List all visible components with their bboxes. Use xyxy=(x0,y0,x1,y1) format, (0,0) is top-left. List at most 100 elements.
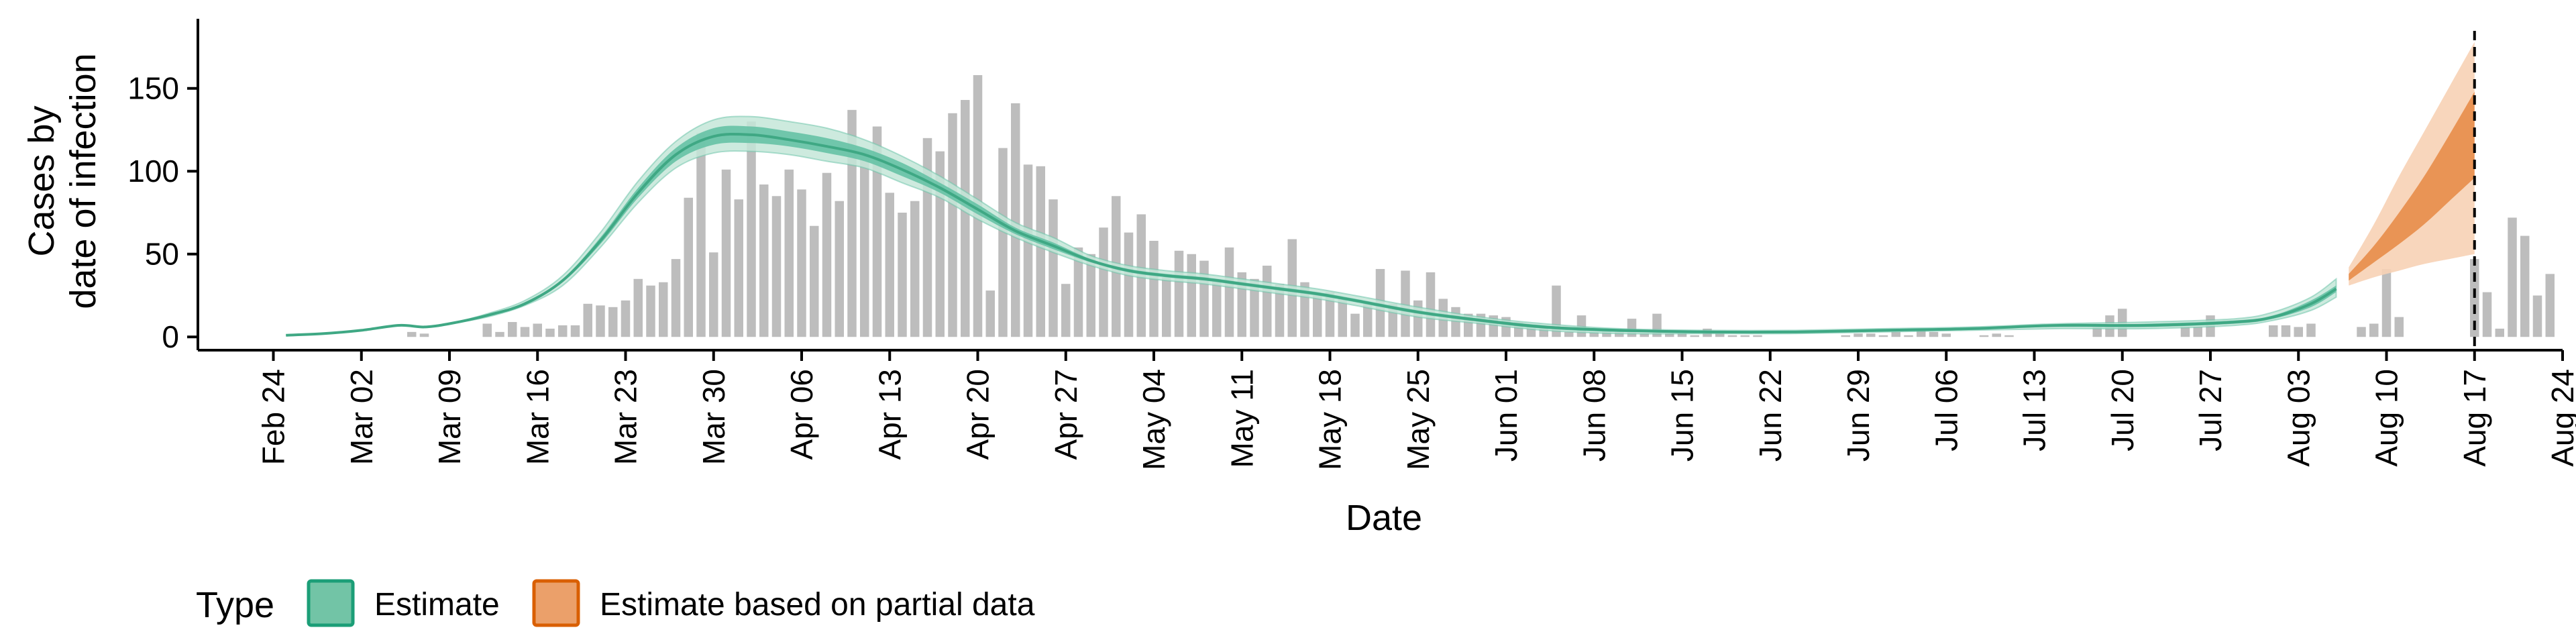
bar xyxy=(1690,335,1699,337)
x-tick-label: Aug 24 xyxy=(2545,369,2576,467)
bar xyxy=(508,322,517,337)
bar xyxy=(1589,331,1599,337)
bar xyxy=(822,172,832,337)
bar xyxy=(608,307,618,337)
estimate-inner-band xyxy=(286,125,2337,335)
bar xyxy=(1841,335,1850,337)
bar xyxy=(847,109,857,337)
bar xyxy=(1049,199,1058,337)
bar xyxy=(1338,299,1347,337)
bar xyxy=(1740,335,1750,337)
x-tick-label: May 18 xyxy=(1313,369,1348,470)
estimate-bands-layer xyxy=(286,42,2475,337)
x-tick-label: Mar 09 xyxy=(432,369,467,465)
bar xyxy=(558,325,568,337)
bar xyxy=(2394,317,2404,337)
bar xyxy=(1640,333,1649,337)
bar xyxy=(784,169,794,337)
bar xyxy=(1891,331,1900,337)
bar xyxy=(2520,235,2530,337)
bar xyxy=(1187,254,1196,337)
bar xyxy=(1426,272,1436,337)
bar xyxy=(759,184,769,337)
bar xyxy=(2180,327,2190,337)
x-tick-label: Mar 23 xyxy=(608,369,643,465)
x-axis-title: Date xyxy=(1346,498,1422,538)
bar xyxy=(1325,292,1335,337)
bar xyxy=(998,148,1008,337)
bar xyxy=(1992,333,2001,337)
bar xyxy=(898,212,907,337)
y-axis-title-line-1: Cases by xyxy=(21,105,62,256)
bar xyxy=(1941,333,1951,337)
legend-title: Type xyxy=(196,585,274,625)
bar xyxy=(1212,278,1222,337)
bar xyxy=(2545,274,2555,337)
bar xyxy=(1250,278,1259,337)
x-tick-label: Jul 20 xyxy=(2105,369,2140,451)
bar xyxy=(709,252,718,337)
bar xyxy=(2306,323,2316,337)
bar xyxy=(985,290,995,337)
bar xyxy=(2508,217,2517,337)
bar xyxy=(1979,335,1989,337)
bars-layer xyxy=(407,74,2555,337)
bar xyxy=(646,285,655,337)
legend-label-partial: Estimate based on partial data xyxy=(600,587,1035,623)
bar xyxy=(1363,303,1373,337)
bar xyxy=(1224,247,1234,337)
bar xyxy=(771,196,782,337)
bar xyxy=(671,259,681,337)
x-tick-label: Mar 02 xyxy=(344,369,379,465)
x-tick-label: Jun 01 xyxy=(1489,369,1523,462)
bar xyxy=(2482,292,2492,337)
bar xyxy=(2269,325,2278,337)
bar xyxy=(2294,327,2303,337)
bar xyxy=(1086,254,1095,337)
bar xyxy=(721,169,731,337)
bar xyxy=(1162,277,1171,337)
bar xyxy=(860,151,869,337)
x-tick-label: Jun 15 xyxy=(1665,369,1700,462)
estimate-outer-band xyxy=(286,115,2337,336)
x-tick-label: May 11 xyxy=(1224,369,1259,468)
bar xyxy=(1715,333,1725,337)
x-tick-label: Apr 27 xyxy=(1049,369,1083,460)
bar xyxy=(482,323,492,337)
bar xyxy=(1263,266,1272,337)
y-tick-label: 0 xyxy=(162,319,179,354)
bar xyxy=(419,333,429,337)
bar xyxy=(1275,284,1285,337)
x-tick-label: Jun 29 xyxy=(1841,369,1876,462)
bar xyxy=(583,303,592,337)
bar xyxy=(835,201,844,337)
y-tick-label: 50 xyxy=(145,237,179,272)
bar xyxy=(1023,164,1033,337)
partial-outer-band xyxy=(2349,42,2475,286)
bar xyxy=(1061,284,1071,337)
x-tick-label: May 04 xyxy=(1136,369,1171,470)
x-tick-label: Feb 24 xyxy=(256,369,291,465)
bar xyxy=(885,193,894,337)
x-tick-label: Aug 10 xyxy=(2369,369,2404,467)
bar xyxy=(797,189,806,337)
x-tick-label: Apr 06 xyxy=(784,369,819,460)
bar xyxy=(2495,328,2504,337)
bar xyxy=(1929,331,1939,337)
bar xyxy=(910,201,920,337)
bar xyxy=(1350,313,1360,337)
y-ticks-layer: 0 50 100 150 xyxy=(127,71,198,354)
bar xyxy=(810,225,819,337)
bar xyxy=(1564,331,1574,337)
bar xyxy=(1665,333,1674,337)
x-ticks-layer: Feb 24 Mar 02 Mar 09 Mar 16 Mar 23 Mar 30 Apr … xyxy=(256,350,2576,470)
x-tick-label: Apr 20 xyxy=(961,369,996,460)
estimate-median-line xyxy=(286,132,2337,337)
bar xyxy=(596,305,605,337)
bar xyxy=(545,328,555,337)
x-tick-label: Jul 13 xyxy=(2017,369,2052,451)
y-tick-label: 100 xyxy=(127,154,179,189)
bar xyxy=(2357,327,2366,337)
bar xyxy=(407,331,417,337)
x-tick-label: Jun 22 xyxy=(1753,369,1788,462)
